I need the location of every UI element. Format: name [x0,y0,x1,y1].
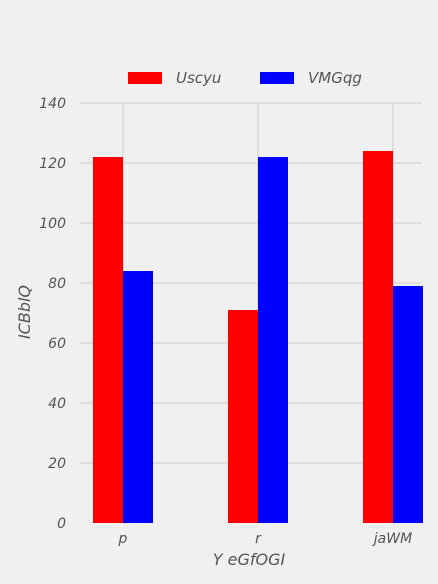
x-tick-label: jaWM [372,531,412,547]
x-tick-label: r [255,531,262,547]
y-tick-label: 80 [48,276,66,292]
x-tick-label: p [118,531,128,547]
y-tick-label: 120 [39,156,66,172]
y-tick-label: 40 [48,396,66,412]
y-tick-label: 100 [39,216,66,232]
bar-uscyu-jawm [363,151,393,523]
y-axis-label: ICBblQ [15,285,34,339]
bars [93,151,423,523]
bar-vmgqg-r [258,157,288,523]
y-tick-label: 20 [48,456,66,472]
legend-label-vmgqg: VMGqg [308,69,362,87]
bar-vmgqg-p [123,271,153,523]
legend: Uscyu VMGqg [128,69,362,87]
legend-label-uscyu: Uscyu [176,69,221,87]
y-tick-label: 140 [39,96,66,112]
y-tick-labels: 0 20 40 60 80 100 120 140 [39,96,66,532]
bar-uscyu-r [228,310,258,523]
x-tick-labels: p r jaWM [118,531,413,547]
bar-vmgqg-jawm [393,286,423,523]
legend-swatch-uscyu [128,72,162,84]
y-tick-label: 60 [48,336,66,352]
x-axis-label: Y eGfOGI [213,550,286,569]
y-tick-label: 0 [57,516,66,532]
legend-swatch-vmgqg [260,72,294,84]
bar-uscyu-p [93,157,123,523]
